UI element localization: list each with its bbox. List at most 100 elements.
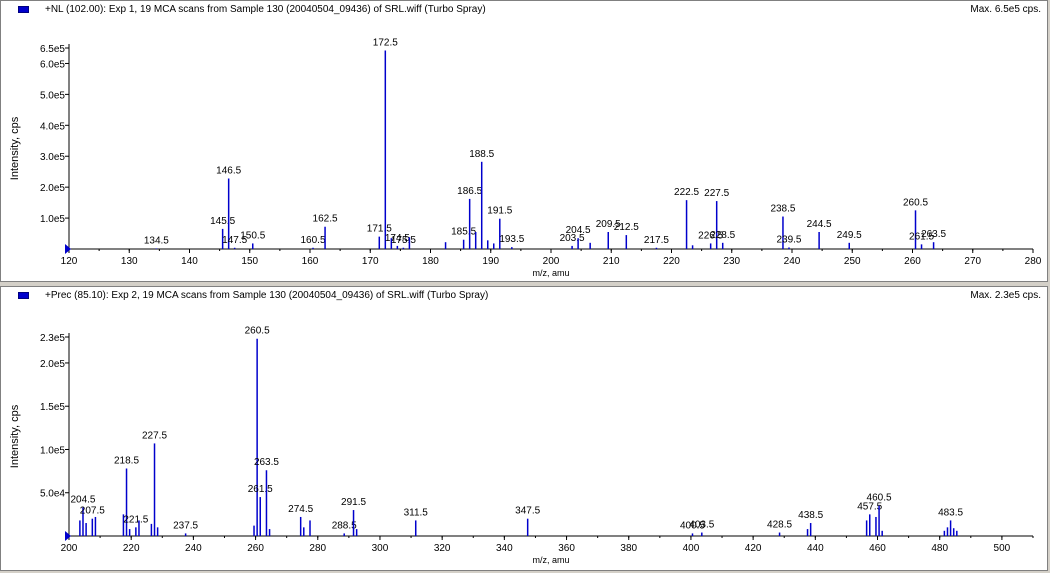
- peak-label: 175.5: [391, 235, 416, 246]
- peak-label: 209.5: [596, 219, 621, 230]
- peak-label: 217.5: [644, 235, 669, 246]
- x-tick-label: 440: [807, 543, 824, 554]
- y-tick-label: 6.5e5: [40, 44, 65, 55]
- x-tick-label: 240: [784, 256, 801, 267]
- x-tick-label: 240: [185, 543, 202, 554]
- peak-label: 403.5: [689, 520, 714, 531]
- peak-label: 238.5: [770, 204, 795, 215]
- peak-label: 204.5: [566, 225, 591, 236]
- peak-label: 260.5: [245, 326, 270, 337]
- peak-label: 191.5: [487, 206, 512, 217]
- y-tick-label: 1.0e5: [40, 214, 65, 225]
- max-intensity-label: Max. 6.5e5 cps.: [970, 4, 1041, 15]
- x-tick-label: 180: [422, 256, 439, 267]
- x-tick-label: 300: [372, 543, 389, 554]
- x-tick-label: 170: [362, 256, 379, 267]
- peak-label: 207.5: [80, 506, 105, 517]
- x-tick-label: 280: [309, 543, 326, 554]
- series-color-marker[interactable]: [18, 292, 29, 299]
- x-tick-label: 260: [904, 256, 921, 267]
- peak-label: 237.5: [173, 520, 198, 531]
- x-tick-label: 210: [603, 256, 620, 267]
- x-tick-label: 380: [620, 543, 637, 554]
- peak-label: 204.5: [70, 494, 95, 505]
- x-tick-label: 280: [1025, 256, 1042, 267]
- x-tick-label: 120: [61, 256, 78, 267]
- peak-label: 188.5: [469, 149, 494, 160]
- peak-label: 150.5: [240, 230, 265, 241]
- peak-label: 460.5: [867, 493, 892, 504]
- peak-label: 218.5: [114, 456, 139, 467]
- spectrum-panel-nl: +NL (102.00): Exp 1, 19 MCA scans from S…: [0, 0, 1048, 282]
- peak-label: 203.5: [560, 233, 585, 244]
- x-tick-label: 220: [123, 543, 140, 554]
- y-tick-label: 3.0e5: [40, 152, 65, 163]
- nl-spectrum-chart[interactable]: 120 130 140 150 160 170 180 190 200 210 220 230 240 2…: [1, 1, 1047, 281]
- max-intensity-label: Max. 2.3e5 cps.: [970, 290, 1041, 301]
- y-tick-label: 6.0e5: [40, 59, 65, 70]
- peak-label: 457.5: [857, 501, 882, 512]
- x-tick-label: 460: [869, 543, 886, 554]
- peak-label: 145.5: [210, 216, 235, 227]
- y-tick-label: 5.0e4: [40, 489, 65, 500]
- peak-label: 134.5: [144, 235, 169, 246]
- panel-title: +NL (102.00): Exp 1, 19 MCA scans from S…: [45, 4, 486, 15]
- peak-label: 226.5: [698, 230, 723, 241]
- peak-label: 261.5: [248, 484, 273, 495]
- y-tick-label: 2.3e5: [40, 333, 65, 344]
- prec-spectrum-chart[interactable]: 200 220 240 260 280 300 320 340 360 380 400 420 440 4…: [1, 287, 1047, 570]
- peak-label: 483.5: [938, 507, 963, 518]
- x-tick-label: 200: [543, 256, 560, 267]
- peak-label: 228.5: [710, 230, 735, 241]
- peak-label: 249.5: [837, 230, 862, 241]
- x-tick-label: 140: [181, 256, 198, 267]
- x-axis-label: m/z, amu: [532, 555, 569, 565]
- panel-title: +Prec (85.10): Exp 2, 19 MCA scans from …: [45, 290, 489, 301]
- peak-label: 162.5: [313, 214, 338, 225]
- peak-label: 347.5: [515, 506, 540, 517]
- peak-label: 185.5: [451, 227, 476, 238]
- y-tick-label: 4.0e5: [40, 121, 65, 132]
- x-tick-label: 230: [723, 256, 740, 267]
- x-tick-label: 220: [663, 256, 680, 267]
- x-tick-label: 480: [931, 543, 948, 554]
- baseline-marker: [65, 244, 71, 254]
- peak-label: 260.5: [903, 197, 928, 208]
- peak-label: 263.5: [921, 229, 946, 240]
- peak-label: 186.5: [457, 186, 482, 197]
- series-color-marker[interactable]: [18, 6, 29, 13]
- peak-label: 147.5: [222, 235, 247, 246]
- peak-label: 221.5: [123, 514, 148, 525]
- peak-label: 239.5: [776, 234, 801, 245]
- y-tick-label: 1.0e5: [40, 445, 65, 456]
- x-tick-label: 190: [482, 256, 499, 267]
- peak-label: 212.5: [614, 222, 639, 233]
- x-axis-label: m/z, amu: [532, 268, 569, 278]
- x-tick-label: 360: [558, 543, 575, 554]
- x-tick-label: 320: [434, 543, 451, 554]
- y-tick-label: 2.0e5: [40, 183, 65, 194]
- peak-label: 288.5: [332, 520, 357, 531]
- y-tick-label: 2.0e5: [40, 359, 65, 370]
- peak-label: 171.5: [367, 224, 392, 235]
- peak-label: 227.5: [142, 430, 167, 441]
- x-tick-label: 400: [683, 543, 700, 554]
- peak-label: 160.5: [300, 235, 325, 246]
- y-tick-label: 1.5e5: [40, 402, 65, 413]
- peak-label: 244.5: [807, 219, 832, 230]
- peak-label: 291.5: [341, 497, 366, 508]
- x-tick-label: 250: [844, 256, 861, 267]
- peak-label: 261.5: [909, 231, 934, 242]
- peak-label: 222.5: [674, 187, 699, 198]
- x-tick-label: 340: [496, 543, 513, 554]
- peak-label: 400.5: [680, 520, 705, 531]
- peak-label: 172.5: [373, 37, 398, 48]
- x-tick-label: 160: [302, 256, 319, 267]
- x-tick-label: 420: [745, 543, 762, 554]
- peak-label: 428.5: [767, 520, 792, 531]
- peak-label: 311.5: [404, 507, 429, 518]
- baseline-marker: [65, 531, 71, 541]
- peak-label: 227.5: [704, 188, 729, 199]
- y-axis-label: Intensity, cps: [9, 116, 21, 180]
- peak-label: 174.5: [385, 233, 410, 244]
